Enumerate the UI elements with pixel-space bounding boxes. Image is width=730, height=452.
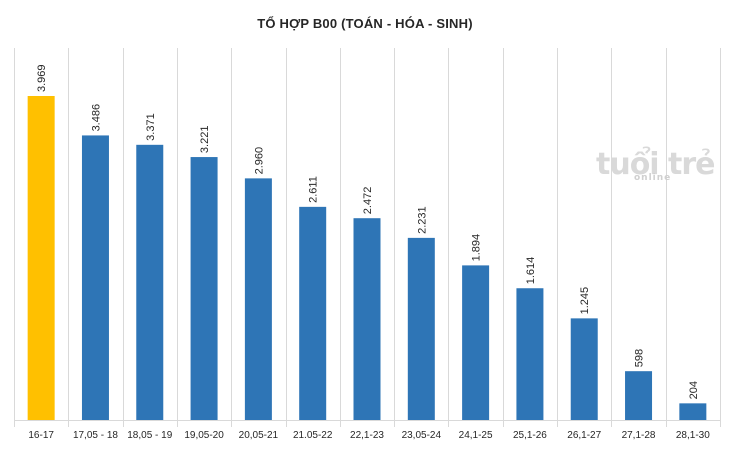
bar-11 xyxy=(625,371,653,420)
bar-8 xyxy=(462,265,490,420)
x-tick-label-3: 19,05-20 xyxy=(184,430,224,441)
data-label-8: 1.894 xyxy=(471,234,483,262)
bar-7 xyxy=(407,237,435,420)
x-tick-label-10: 26,1-27 xyxy=(567,430,601,441)
bar-2 xyxy=(136,144,164,420)
bar-4 xyxy=(244,178,272,420)
data-label-7: 2.231 xyxy=(416,206,428,234)
x-tick-label-5: 21.05-22 xyxy=(293,430,333,441)
data-label-2: 3.371 xyxy=(145,113,157,141)
bar-10 xyxy=(570,318,598,420)
data-label-10: 1.245 xyxy=(579,287,591,315)
bar-1 xyxy=(81,135,109,420)
x-tick-label-11: 27,1-28 xyxy=(622,430,656,441)
x-tick-label-2: 18,05 - 19 xyxy=(127,430,172,441)
bar-0 xyxy=(27,96,55,420)
data-label-3: 3.221 xyxy=(199,126,211,154)
bar-12 xyxy=(679,403,707,420)
data-label-6: 2.472 xyxy=(362,187,374,215)
x-tick-label-8: 24,1-25 xyxy=(459,430,493,441)
x-tick-label-7: 23,05-24 xyxy=(402,430,442,441)
bar-9 xyxy=(516,288,544,420)
chart-title: TỔ HỢP B00 (TOÁN - HÓA - SINH) xyxy=(257,16,473,31)
data-label-12: 204 xyxy=(688,381,700,399)
bar-6 xyxy=(353,218,381,420)
data-label-4: 2.960 xyxy=(253,147,265,175)
data-label-11: 598 xyxy=(634,349,646,367)
x-tick-label-12: 28,1-30 xyxy=(676,430,710,441)
data-label-5: 2.611 xyxy=(308,176,320,203)
x-tick-label-9: 25,1-26 xyxy=(513,430,547,441)
x-tick-label-6: 22,1-23 xyxy=(350,430,384,441)
data-label-9: 1.614 xyxy=(525,257,537,285)
data-label-1: 3.486 xyxy=(90,104,102,132)
x-tick-label-1: 17,05 - 18 xyxy=(73,430,118,441)
bar-5 xyxy=(299,206,327,420)
x-tick-label-4: 20,05-21 xyxy=(239,430,279,441)
x-tick-label-0: 16-17 xyxy=(28,430,54,441)
bar-3 xyxy=(190,157,218,420)
data-label-0: 3.969 xyxy=(36,64,48,92)
